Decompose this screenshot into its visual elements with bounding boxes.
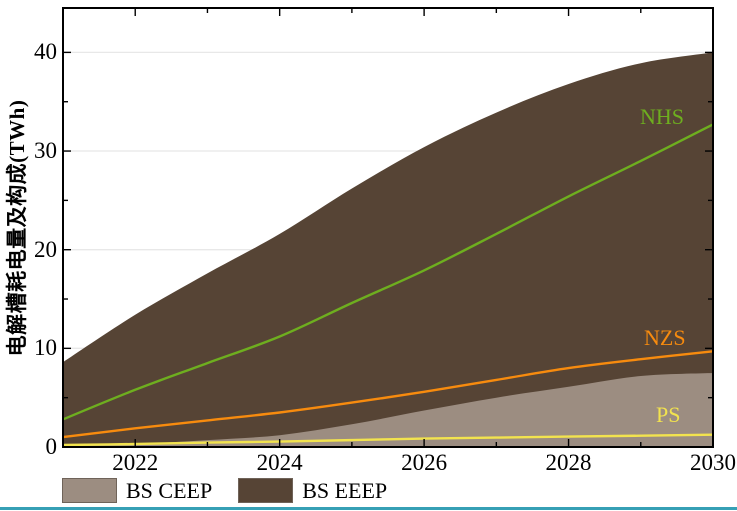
x-tick-label-2026: 2026 [401, 450, 448, 475]
legend-swatch-bs-ceep [62, 478, 117, 503]
series-label-ps: PS [656, 402, 681, 427]
series-label-nzs: NZS [644, 325, 686, 350]
x-tick-label-2024: 2024 [256, 450, 303, 475]
series-label-nhs: NHS [640, 104, 685, 129]
legend-swatch-bs-eeep [238, 478, 294, 503]
y-tick-label-0: 0 [45, 434, 58, 459]
legend: BS CEEP BS EEEP [62, 478, 387, 503]
bottom-border-line [0, 507, 737, 510]
y-tick-label-20: 20 [34, 236, 57, 262]
legend-item-bs-ceep: BS CEEP [62, 478, 212, 503]
legend-label-bs-eeep: BS EEEP [302, 478, 388, 503]
legend-item-bs-eeep: BS EEEP [238, 478, 387, 503]
legend-label-bs-ceep: BS CEEP [126, 478, 213, 503]
x-tick-label-2028: 2028 [545, 450, 592, 475]
y-tick-label-10: 10 [34, 335, 57, 361]
x-tick-label-2030: 2030 [690, 450, 736, 475]
y-tick-label-30: 30 [34, 138, 57, 164]
x-tick-label-2022: 2022 [112, 450, 159, 475]
y-tick-label-40: 40 [34, 39, 57, 65]
